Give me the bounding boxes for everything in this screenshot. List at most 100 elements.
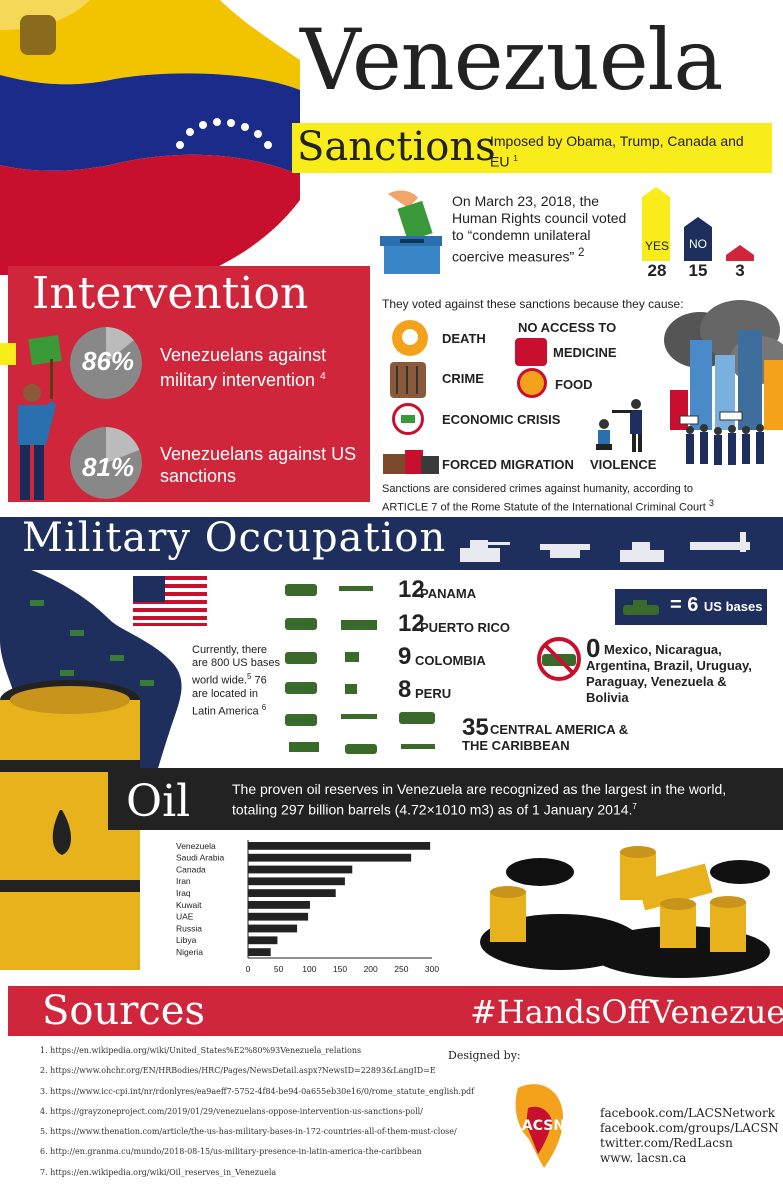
oil-heading: Oil — [126, 776, 191, 827]
chart-category-label: Nigeria — [176, 947, 203, 957]
military-heading: Military Occupation — [22, 515, 447, 561]
chart-bar — [248, 901, 310, 909]
chart-category-label: Libya — [176, 935, 197, 945]
vote-yes-label: YES — [644, 239, 669, 253]
no-bases-count: 0 — [586, 633, 601, 663]
crimes-text: Sanctions are considered crimes against … — [382, 482, 722, 515]
stat-86-label-text: Venezuelans against military interventio… — [160, 345, 327, 390]
against-text: They voted against these sanctions becau… — [382, 297, 684, 311]
vote-text-body: On March 23, 2018, the Human Rights coun… — [452, 193, 627, 265]
stat-86-percent: 86% — [82, 346, 135, 376]
effect-crime: CRIME — [442, 371, 484, 386]
no-bases-countries: Mexico, Nicaragua, Argentina, Brazil, Ur… — [586, 642, 752, 705]
legend-unit: US bases — [703, 599, 763, 614]
ref-7: 7 — [632, 802, 637, 811]
chart-bar — [248, 889, 336, 897]
stat-81-label: Venezuelans against US sanctions — [160, 444, 357, 486]
stat-81-percent: 81% — [82, 452, 135, 482]
oil-banner — [108, 768, 783, 830]
vote-text: On March 23, 2018, the Human Rights coun… — [452, 193, 632, 266]
chart-bar — [248, 924, 298, 933]
vote-bar-yes — [642, 187, 670, 261]
chart-tick-label: 50 — [274, 964, 284, 974]
chart-tick-label: 250 — [394, 964, 408, 974]
chart-category-label: Russia — [176, 923, 202, 933]
no-bases-icon — [537, 637, 581, 681]
vote-bar-abstain — [726, 245, 754, 261]
chart-tick-label: 100 — [302, 964, 316, 974]
sanctions-banner — [292, 123, 772, 173]
skull-icon — [392, 320, 428, 356]
ref-1: 1 — [513, 154, 518, 163]
effect-food: FOOD — [555, 377, 593, 392]
page-title: Venezuela — [300, 11, 723, 109]
base-count-colombia: 9 — [398, 643, 412, 670]
source-item[interactable]: 2. https://www.ohchr.org/EN/HRBodies/HRC… — [40, 1066, 436, 1076]
chart-category-label: UAE — [176, 912, 194, 922]
logo-abbr: LACSN — [513, 1118, 565, 1134]
chart-category-label: Canada — [176, 864, 206, 874]
military-note: Currently, there are 800 US bases world … — [192, 644, 282, 718]
medicine-icon — [515, 338, 547, 366]
base-country-peru: PERU — [415, 686, 452, 701]
source-item[interactable]: 6. http://en.granma.cu/mundo/2018-08-15/… — [40, 1147, 422, 1157]
luggage-icon — [383, 448, 439, 474]
effect-economic-crisis: ECONOMIC CRISIS — [442, 412, 561, 427]
vote-bar-no — [684, 217, 712, 261]
vote-abstain-count: 3 — [735, 261, 745, 280]
oil-barrel-illustration — [0, 680, 140, 970]
chart-bar — [248, 912, 309, 921]
chart-bar — [248, 842, 431, 850]
chart-tick-label: 0 — [246, 964, 251, 974]
prison-icon — [390, 362, 426, 398]
intervention-heading: Intervention — [32, 268, 309, 319]
ref-2: 2 — [578, 246, 585, 259]
city-protest-illustration — [664, 300, 783, 465]
violence-icon — [596, 399, 642, 452]
source-item[interactable]: 7. https://en.wikipedia.org/wiki/Oil_res… — [40, 1167, 277, 1177]
protester-illustration — [0, 335, 62, 500]
source-item[interactable]: 1. https://en.wikipedia.org/wiki/United_… — [40, 1046, 362, 1055]
chart-tick-label: 150 — [333, 964, 347, 974]
hashtag: #HandsOffVenezuela — [470, 993, 783, 1031]
chart-category-label: Iraq — [176, 888, 191, 898]
ref-6: 6 — [261, 702, 267, 712]
money-ban-icon — [392, 403, 424, 435]
designed-by: Designed by: — [448, 1049, 521, 1062]
chart-bar — [248, 948, 271, 956]
legend-text: = 6 US bases — [670, 594, 762, 617]
source-item[interactable]: 5. https://www.thenation.com/article/the… — [40, 1127, 457, 1137]
chart-tick-label: 200 — [364, 964, 378, 974]
vote-no-label: NO — [689, 237, 707, 251]
effect-forced-migration: FORCED MIGRATION — [442, 457, 574, 472]
sanctions-subtitle: Imposed by Obama, Trump, Canada and EU 1 — [490, 133, 760, 171]
base-count-panama: 12 — [398, 576, 425, 603]
military-vehicle-icons — [285, 584, 435, 754]
sources-list: 1. https://en.wikipedia.org/wiki/United_… — [40, 1046, 475, 1188]
ref-4: 4 — [320, 371, 326, 382]
base-country-puerto-rico: PUERTO RICO — [420, 620, 511, 635]
pie-81-icon — [70, 427, 142, 499]
chart-category-label: Kuwait — [176, 900, 202, 910]
source-item[interactable]: 3. https://www.icc-cpi.int/nr/rdonlyres/… — [40, 1086, 475, 1096]
usa-flag-image — [133, 576, 207, 626]
base-country-colombia: COLOMBIA — [415, 653, 486, 668]
chart-bar — [248, 853, 412, 862]
vote-no-count: 15 — [688, 261, 708, 280]
stat-86-label: Venezuelans against military interventio… — [160, 344, 360, 391]
social-facebook[interactable]: facebook.com/LACSNetwork — [600, 1106, 775, 1120]
base-count-puerto-rico: 12 — [398, 610, 425, 637]
oil-text: The proven oil reserves in Venezuela are… — [232, 780, 772, 819]
social-twitter[interactable]: twitter.com/RedLacsn — [600, 1136, 733, 1150]
legend-num: = 6 — [670, 594, 699, 616]
vote-bars — [642, 187, 754, 261]
sanctions-heading: Sanctions — [297, 124, 496, 170]
military-note-text: Currently, there are 800 US bases world … — [192, 644, 281, 687]
sanctions-subtitle-text: Imposed by Obama, Trump, Canada and EU — [490, 133, 744, 170]
chart-bar — [248, 877, 345, 886]
social-website[interactable]: www. lacsn.ca — [600, 1151, 687, 1165]
source-item[interactable]: 4. https://grayzoneproject.com/2019/01/2… — [40, 1106, 423, 1116]
social-facebook-group[interactable]: facebook.com/groups/LACSN — [600, 1121, 779, 1135]
lacsn-logo: LACSN — [486, 1067, 592, 1173]
base-count-central-america: 35 — [462, 714, 489, 741]
